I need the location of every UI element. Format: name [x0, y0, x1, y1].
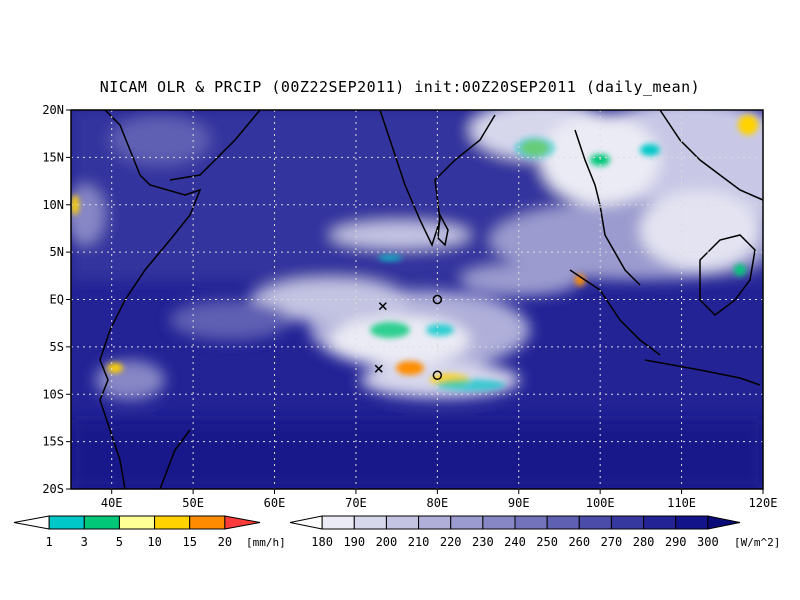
colorbar-label: 1 — [46, 535, 53, 549]
grid-lines — [71, 110, 763, 489]
precip-field — [71, 115, 758, 391]
colorbar-swatch — [482, 515, 516, 530]
colorbar-label: 180 — [311, 535, 333, 549]
colorbar-swatch — [578, 515, 612, 530]
colorbar-swatch — [289, 515, 323, 530]
colorbar-label: 210 — [408, 535, 430, 549]
colorbar-label: 240 — [504, 535, 526, 549]
lon-tick-label: 90E — [508, 496, 530, 510]
precip-colorbar: 1 3 5 10 15 20 [mm/h] — [13, 515, 286, 549]
lon-tick-label: 120E — [749, 496, 778, 510]
colorbar-swatch — [48, 515, 85, 530]
lon-tick-label: 40E — [101, 496, 123, 510]
colorbar-swatch — [643, 515, 677, 530]
lat-tick-label: 5S — [50, 340, 64, 354]
colorbar-label: 270 — [601, 535, 623, 549]
colorbar-swatch — [224, 515, 261, 530]
colorbar-swatch — [118, 515, 156, 530]
colorbar-swatch — [450, 515, 484, 530]
colorbar-swatch — [707, 515, 741, 530]
circle-marker — [432, 294, 443, 305]
colorbar-swatch — [514, 515, 548, 530]
colorbar-label: 250 — [536, 535, 558, 549]
lat-tick-label: 10S — [42, 387, 64, 401]
lat-tick-label: 20S — [42, 482, 64, 496]
colorbar-swatch — [83, 515, 120, 530]
colorbar-label: 3 — [81, 535, 88, 549]
colorbar-label: 280 — [633, 535, 655, 549]
colorbar-label: 300 — [697, 535, 719, 549]
colorbar-label: 20 — [218, 535, 232, 549]
colorbar-label: 190 — [343, 535, 365, 549]
colorbar-label: 5 — [116, 535, 123, 549]
cross-marker — [378, 302, 387, 311]
lat-tick-label: 15N — [42, 150, 64, 164]
colorbar-label: 10 — [147, 535, 161, 549]
axis-labels: 40E 50E 60E 70E 80E 90E 100E 110E 120E 20N 15N 10N 5… — [42, 103, 777, 510]
colorbar-label: 290 — [665, 535, 687, 549]
lon-tick-label: 60E — [264, 496, 286, 510]
colorbar-label: 230 — [472, 535, 494, 549]
olr-colorbar: 180 190 200 210 220 230 240 250 260 270 280 290 300 [… — [289, 515, 780, 549]
colorbar-swatch — [418, 515, 452, 530]
lon-tick-label: 80E — [427, 496, 449, 510]
colorbar-swatch — [189, 515, 226, 530]
storm-markers — [374, 294, 443, 381]
colorbar-swatch — [13, 515, 50, 530]
lat-tick-label: 20N — [42, 103, 64, 117]
lat-tick-label: 15S — [42, 435, 64, 449]
circle-marker — [432, 370, 443, 381]
lon-tick-label: 50E — [182, 496, 204, 510]
colorbar-label: 220 — [440, 535, 462, 549]
colorbar-swatch — [154, 515, 191, 530]
colorbar-unit: [W/m^2] — [734, 536, 780, 549]
colorbar-swatch — [321, 515, 355, 530]
lon-tick-label: 110E — [667, 496, 696, 510]
colorbar-label: 15 — [182, 535, 196, 549]
lon-tick-label: 70E — [345, 496, 367, 510]
colorbar-label: 260 — [568, 535, 590, 549]
lat-tick-label: EQ — [50, 293, 64, 307]
colorbar-unit: [mm/h] — [246, 536, 286, 549]
colorbar-swatch — [546, 515, 580, 530]
olr-field — [71, 110, 763, 489]
colorbar-label: 200 — [376, 535, 398, 549]
lon-tick-label: 100E — [586, 496, 615, 510]
colorbar-swatch — [385, 515, 420, 530]
colorbar-swatch — [353, 515, 387, 530]
map-title: NICAM OLR & PRCIP (00Z22SEP2011) init:00… — [99, 78, 701, 96]
cross-marker — [374, 364, 383, 373]
lat-tick-label: 5N — [50, 245, 64, 259]
lat-tick-label: 10N — [42, 198, 64, 212]
colorbar-swatch — [610, 515, 645, 530]
colorbar-swatch — [675, 515, 709, 530]
